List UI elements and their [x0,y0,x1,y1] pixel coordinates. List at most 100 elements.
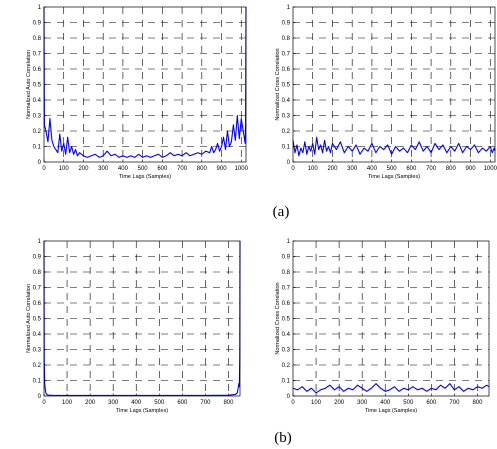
x-tick-label: 700 [200,400,211,406]
y-axis-label: Normalized Cross Correlation [275,48,281,120]
x-tick-label: 500 [387,166,398,172]
x-tick-label: 0 [291,400,295,406]
series-line [292,383,490,394]
chart-panel-1: 0 100 200 300 400 500 600 700 800 900 1000 0 0.1 0.2 0… [26,5,249,180]
x-tick-label: 600 [177,400,188,406]
x-axis-label: Time Lags (Samples) [119,174,171,180]
y-tick-label: 0.1 [33,145,42,151]
x-tick-label: 0 [42,400,46,406]
y-tick-label: 0 [287,394,291,400]
x-tick-label: 0 [291,166,295,172]
y-tick-label: 0.1 [282,145,291,151]
y-tick-label: 0.8 [282,270,291,276]
y-tick-label: 0.7 [282,52,291,58]
x-tick-label: 200 [78,166,89,172]
x-tick-label: 300 [98,166,109,172]
y-tick-label: 0 [38,394,42,400]
x-tick-label: 700 [449,400,460,406]
y-tick-label: 0.7 [33,286,42,292]
chart-panel-2: 0 100 200 300 400 500 600 700 800 900 1000 0 0.1 0.2 0… [275,5,497,180]
x-tick-label: 100 [59,166,70,172]
y-tick-label: 0.4 [33,98,42,104]
y-tick-label: 0.7 [33,52,42,58]
x-tick-label: 500 [154,400,165,406]
y-tick-label: 0.1 [282,379,291,385]
y-tick-label: 0.8 [33,36,42,42]
y-tick-label: 0.2 [282,363,291,369]
x-tick-label: 600 [426,400,437,406]
y-tick-label: 0.9 [33,21,42,27]
x-tick-label: 800 [197,166,208,172]
y-tick-label: 0.8 [33,270,42,276]
y-tick-label: 1 [38,5,42,11]
y-tick-label: 0.9 [282,21,291,27]
x-tick-label: 1000 [484,166,497,172]
series-line [43,240,241,396]
y-tick-label: 0.4 [282,98,291,104]
y-tick-label: 0.1 [33,379,42,385]
x-tick-label: 200 [334,400,345,406]
x-tick-label: 200 [85,400,96,406]
y-axis-label: Normalized Auto Correlation [26,284,32,353]
x-tick-label: 300 [347,166,358,172]
y-tick-label: 0.6 [33,301,42,307]
y-tick-label: 0.3 [33,348,42,354]
y-tick-label: 0.6 [282,67,291,73]
y-tick-label: 0.3 [33,114,42,120]
x-tick-label: 200 [327,166,338,172]
y-tick-label: 0.8 [282,36,291,42]
y-tick-label: 0.4 [33,332,42,338]
caption-a: (a) [273,204,290,220]
y-tick-label: 0.4 [282,332,291,338]
y-tick-label: 0 [38,160,42,166]
series-line [292,136,496,157]
x-tick-label: 500 [403,400,414,406]
y-tick-label: 0.2 [282,129,291,135]
chart-panel-3: 0 100 200 300 400 500 600 700 800 0 0.1 0.2 0.3 0.4 0.… [26,239,241,414]
x-tick-label: 800 [446,166,457,172]
x-tick-label: 600 [406,166,417,172]
x-tick-label: 700 [426,166,437,172]
y-tick-label: 0.2 [33,129,42,135]
x-tick-label: 300 [357,400,368,406]
y-tick-label: 0.3 [282,114,291,120]
y-tick-label: 0.9 [282,255,291,261]
x-tick-label: 800 [223,400,234,406]
y-tick-label: 1 [38,239,42,245]
y-tick-label: 0.2 [33,363,42,369]
x-tick-label: 1000 [235,166,249,172]
y-tick-label: 0.5 [282,83,291,89]
x-tick-label: 500 [138,166,149,172]
x-axis-label: Time Lags (Samples) [116,408,168,414]
x-tick-label: 100 [62,400,73,406]
x-tick-label: 400 [131,400,142,406]
x-tick-label: 0 [42,166,46,172]
x-tick-label: 100 [311,400,322,406]
y-tick-label: 0.3 [282,348,291,354]
caption-b: (b) [274,430,292,446]
x-tick-label: 700 [177,166,188,172]
y-tick-label: 1 [287,5,291,11]
x-tick-label: 900 [217,166,228,172]
x-tick-label: 400 [118,166,129,172]
y-axis-label: Normalized Cross Correlation [275,282,281,354]
x-tick-label: 300 [108,400,119,406]
y-tick-label: 0.9 [33,255,42,261]
x-tick-label: 900 [466,166,477,172]
y-tick-label: 0.5 [33,83,42,89]
x-axis-label: Time Lags (Samples) [368,174,420,180]
series-line [43,6,247,158]
y-tick-label: 0.6 [282,301,291,307]
y-tick-label: 0.7 [282,286,291,292]
y-tick-label: 0 [287,160,291,166]
y-tick-label: 0.5 [282,317,291,323]
x-tick-label: 800 [472,400,483,406]
x-tick-label: 100 [308,166,319,172]
x-tick-label: 400 [380,400,391,406]
y-tick-label: 0.6 [33,67,42,73]
x-axis-label: Time Lags (Samples) [365,408,417,414]
y-axis-label: Normalized Auto Correlation [26,50,32,119]
y-tick-label: 1 [287,239,291,245]
x-tick-label: 600 [157,166,168,172]
